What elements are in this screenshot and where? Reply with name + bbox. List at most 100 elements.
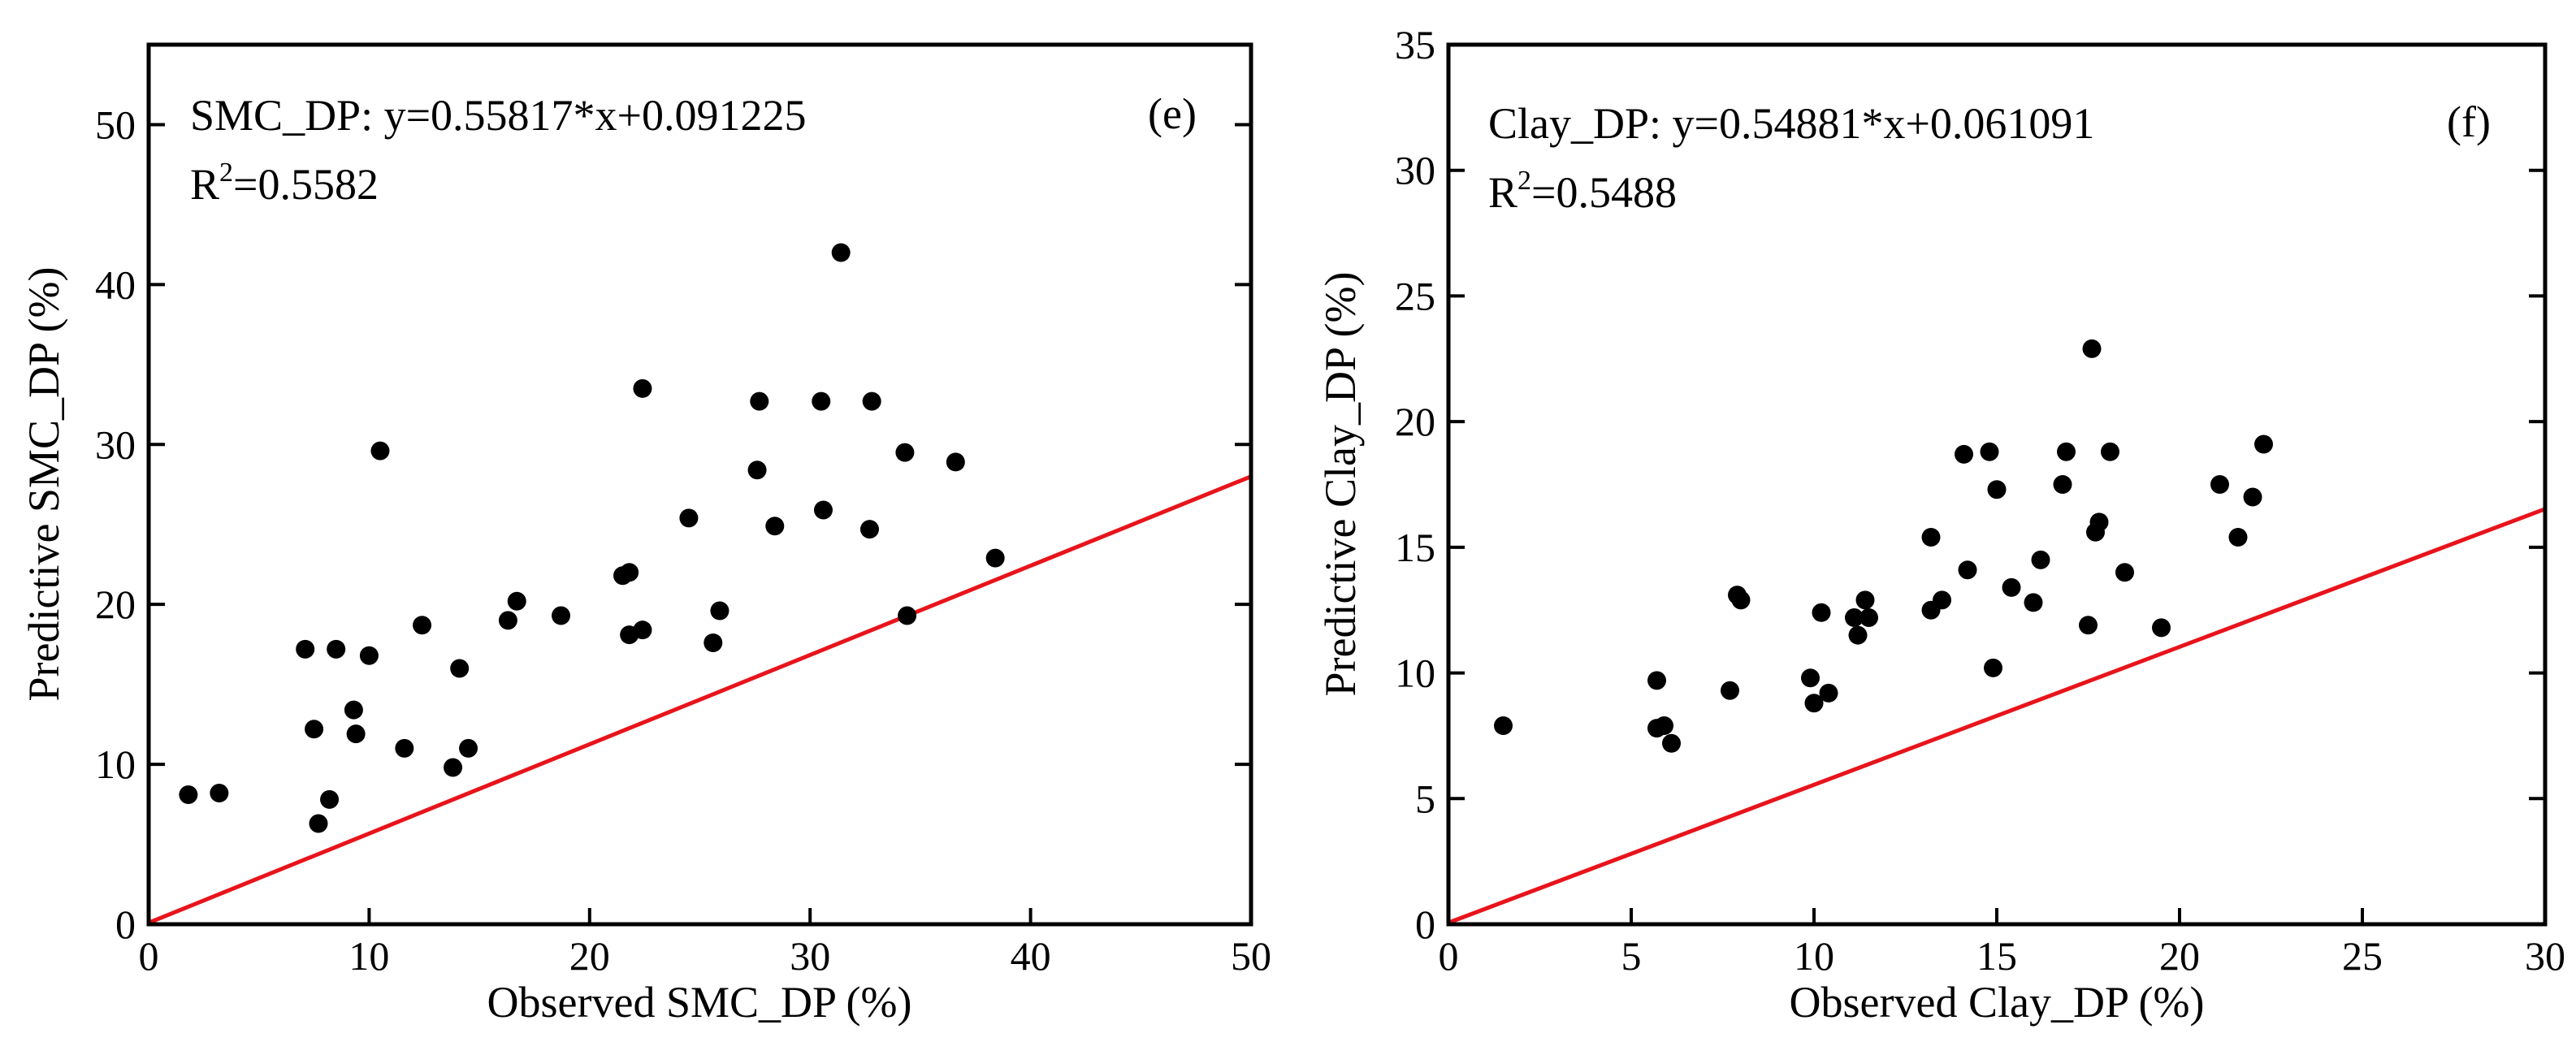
panel-f-r2-value: =0.5488 [1531, 168, 1677, 217]
panel-e-data-point-20 [620, 563, 639, 582]
panel-e-data-point-9 [359, 646, 379, 665]
panel-f-data-point-34 [2115, 563, 2134, 582]
panel-f-fit-line-layer [1448, 507, 2546, 925]
panel-f-x-axis-title: Observed Clay_DP (%) [1790, 978, 2205, 1027]
panel-f-data-point-30 [2082, 339, 2102, 358]
panel-f-data-point-7 [1731, 590, 1751, 610]
panel-e-y-tick-label-0: 0 [115, 901, 136, 947]
panel-f-y-ticks: 0 5 10 15 20 25 30 35 [1395, 22, 2545, 947]
panel-f-x-tick-label-20: 20 [2159, 933, 2200, 979]
panel-e-x-ticks: 0 10 20 30 40 50 [139, 908, 1271, 979]
panel-e-x-tick-label-0: 0 [139, 933, 159, 979]
panel-f-x-ticks: 0 5 10 15 20 25 30 [1439, 908, 2565, 979]
panel-e-data-point-38 [985, 548, 1005, 568]
panel-e-x-tick-label-20: 20 [569, 933, 610, 979]
panel-f-data-point-22 [1984, 658, 2002, 677]
panel-e-fit-line [148, 474, 1252, 925]
panel-f-data-point-15 [1859, 607, 1878, 627]
panel-e-x-axis-title: Observed SMC_DP (%) [487, 978, 912, 1027]
panel-e-data-point-3 [305, 720, 324, 739]
panel-e-label: (e) [1148, 89, 1197, 138]
panel-f-data-point-38 [2243, 487, 2262, 507]
panel-e-x-tick-label-30: 30 [790, 933, 830, 979]
panel-e-r-squared: R2=0.5582 [190, 158, 379, 209]
panel-f-r2-superscript: 2 [1517, 166, 1531, 196]
panel-f-y-tick-label-10: 10 [1395, 651, 1435, 696]
panel-e-data-point-27 [747, 460, 767, 480]
panel-f-r-squared: R2=0.5488 [1488, 166, 1677, 217]
panel-f-data-point-24 [2002, 577, 2021, 597]
chart-panel-e: 0 10 20 30 40 50 0 10 20 30 40 50 Observed SMC_DP … [19, 42, 1271, 1027]
panel-e-data-point-22 [633, 378, 652, 398]
panel-e-data-point-4 [309, 814, 328, 833]
panel-e-data-point-28 [750, 391, 769, 411]
panel-e-x-tick-label-50: 50 [1231, 933, 1271, 979]
panel-f-y-tick-label-35: 35 [1395, 22, 1435, 67]
panel-e-data-point-26 [710, 601, 730, 620]
panel-e-y-tick-label-40: 40 [95, 262, 136, 307]
panel-f-data-point-28 [2057, 442, 2076, 461]
panel-e-equation: SMC_DP: y=0.55817*x+0.091225 [190, 91, 807, 140]
panel-e-points-layer [179, 243, 1005, 833]
panel-e-data-point-35 [895, 443, 915, 462]
panel-f-x-tick-label-10: 10 [1794, 933, 1834, 979]
panel-f-data-point-33 [2101, 442, 2119, 461]
panel-e-data-point-1 [210, 784, 229, 803]
panel-f-data-point-36 [2210, 475, 2229, 494]
panel-f-data-point-1 [1647, 671, 1666, 690]
panel-f-x-tick-label-0: 0 [1439, 933, 1459, 979]
panel-e-data-point-2 [296, 639, 315, 659]
panel-f-data-point-18 [1933, 590, 1951, 610]
panel-f-data-point-29 [2079, 616, 2098, 635]
panel-e-data-point-16 [498, 611, 517, 630]
panel-e-y-ticks: 0 10 20 30 40 50 [95, 102, 1251, 947]
panel-e-data-point-18 [552, 606, 571, 625]
panel-e-x-tick-label-40: 40 [1011, 933, 1051, 979]
panel-f-data-point-16 [1921, 527, 1941, 547]
panel-f-y-tick-label-20: 20 [1395, 399, 1435, 444]
panel-e-r2-prefix: R [190, 160, 219, 209]
panel-e-y-axis-title: Predictive SMC_DP (%) [19, 267, 68, 702]
panel-e-y-tick-label-20: 20 [95, 582, 136, 627]
panel-f-data-point-39 [2254, 435, 2273, 454]
panel-f-points-layer [1494, 339, 2273, 753]
panel-f-y-axis-title: Predictive Clay_DP (%) [1316, 272, 1365, 697]
panel-e-data-point-37 [946, 452, 965, 472]
panel-f-data-point-3 [1655, 716, 1673, 736]
panel-e-r2-superscript: 2 [219, 158, 233, 188]
panel-e-data-point-6 [327, 639, 346, 659]
panel-e-x-tick-label-10: 10 [349, 933, 389, 979]
panel-f-data-point-37 [2228, 527, 2248, 547]
panel-e-data-point-32 [831, 243, 851, 262]
panel-e-fit-line-layer [148, 474, 1252, 925]
panel-e-data-point-33 [859, 520, 879, 539]
panel-f-data-point-0 [1494, 716, 1513, 736]
panel-f-data-point-4 [1662, 733, 1681, 753]
panel-e-y-tick-label-50: 50 [95, 102, 136, 147]
panel-e-y-tick-label-10: 10 [95, 742, 136, 787]
panel-e-data-point-30 [812, 391, 831, 411]
panel-e-data-point-7 [344, 700, 363, 720]
panel-e-data-point-24 [679, 508, 699, 528]
panel-e-data-point-12 [413, 616, 432, 635]
panel-e-data-point-11 [395, 738, 414, 758]
panel-e-data-point-15 [459, 738, 478, 758]
panel-f-x-tick-label-30: 30 [2525, 933, 2565, 979]
panel-f-data-point-20 [1958, 560, 1977, 580]
panel-f-data-point-11 [1819, 683, 1838, 703]
panel-f-y-tick-label-0: 0 [1415, 901, 1435, 947]
panel-e-y-tick-label-30: 30 [95, 422, 136, 467]
panel-f-data-point-32 [2089, 512, 2109, 532]
panel-e-data-point-14 [450, 659, 470, 678]
panel-f-data-point-8 [1801, 668, 1820, 688]
panel-f-x-tick-label-25: 25 [2342, 933, 2383, 979]
panel-f-data-point-21 [1980, 442, 1999, 461]
panel-f-y-tick-label-5: 5 [1415, 776, 1435, 821]
panel-e-data-point-25 [704, 633, 723, 652]
panel-f-data-point-26 [2031, 550, 2050, 569]
panel-f-label: (f) [2447, 97, 2491, 146]
panel-e-data-point-0 [179, 785, 198, 805]
panel-f-y-tick-label-30: 30 [1395, 148, 1435, 193]
panel-f-data-point-5 [1721, 681, 1739, 700]
